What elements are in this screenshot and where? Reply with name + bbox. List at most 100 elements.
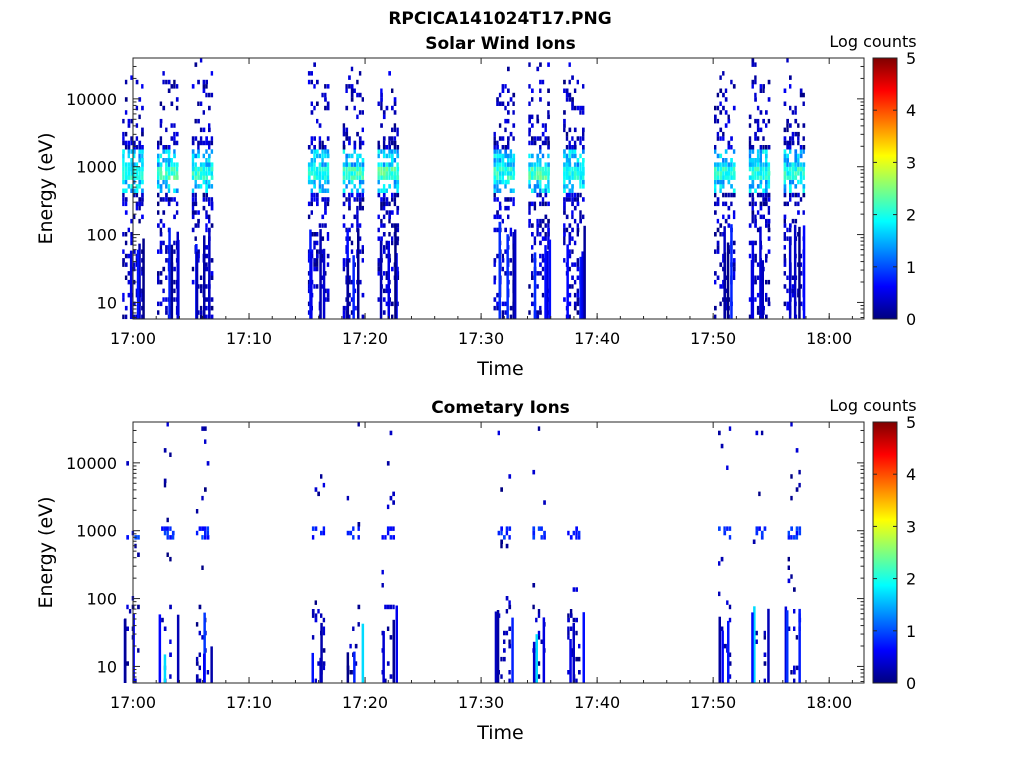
spectrogram-cell	[393, 127, 397, 133]
spectrogram-cell	[576, 197, 579, 202]
spectrogram-cell	[349, 643, 352, 649]
spectrogram-cell	[789, 149, 792, 154]
spectrogram-cell	[724, 175, 728, 180]
spectrogram-cell	[346, 530, 350, 536]
spectrogram-cell	[759, 149, 763, 154]
spectrogram-cell	[563, 227, 566, 233]
spectrogram-cell	[786, 153, 789, 159]
spectrogram-cell	[348, 171, 351, 176]
spectrogram-cell	[377, 214, 380, 220]
spectrogram-cell	[786, 201, 789, 207]
spectrogram-cell	[345, 136, 349, 141]
spectrogram-cell	[348, 136, 351, 141]
spectrogram-cell	[342, 266, 346, 272]
spectrogram-cell	[313, 153, 316, 159]
spectrogram-cell	[531, 114, 534, 120]
spectrogram-cell	[361, 175, 364, 180]
spectrogram-cell	[350, 166, 354, 172]
spectrogram-cell	[386, 604, 390, 610]
spectrogram-cell	[396, 153, 400, 159]
spectrogram-cell	[194, 166, 198, 172]
spectrogram-cell	[571, 184, 574, 189]
spectrogram-cell	[326, 253, 330, 259]
spectrogram-cell	[563, 205, 566, 211]
spectrogram-cell	[321, 258, 325, 263]
spectrogram-cell	[350, 171, 354, 176]
spectrogram-cell	[194, 162, 197, 167]
spectrogram-cell	[571, 236, 574, 241]
spectrogram-cell	[751, 184, 755, 189]
spectrogram-cell	[754, 214, 757, 220]
spectrogram-cell	[199, 58, 203, 63]
spectrogram-cell	[377, 166, 380, 172]
spectrogram-cell	[787, 626, 791, 631]
spectrogram-cell	[531, 171, 534, 176]
colorbar-tick-label: 2	[906, 570, 916, 589]
spectrogram-cell	[714, 149, 717, 154]
x-tick-label: 17:30	[458, 329, 504, 348]
spectrogram-cell	[138, 218, 141, 224]
spectrogram-cell	[799, 197, 803, 202]
spectrogram-cell	[199, 275, 203, 280]
spectrogram-cell	[205, 149, 208, 154]
spectrogram-streak	[511, 617, 514, 683]
spectrogram-cell	[201, 526, 204, 531]
spectrogram-cell	[539, 201, 542, 207]
spectrogram-cell	[350, 153, 354, 159]
spectrogram-cell	[141, 105, 144, 111]
spectrogram-cell	[536, 175, 540, 180]
spectrogram-cell	[783, 140, 787, 146]
spectrogram-cell	[141, 214, 144, 220]
spectrogram-cell	[141, 179, 144, 185]
spectrogram-cell	[396, 166, 400, 172]
spectrogram-cell	[531, 301, 534, 307]
spectrogram-cell	[573, 305, 577, 311]
spectrogram-cell	[348, 292, 351, 298]
spectrogram-cell	[563, 153, 566, 159]
spectrogram-cell	[377, 175, 380, 180]
spectrogram-cell	[197, 175, 200, 180]
spectrogram-cell	[539, 136, 542, 141]
spectrogram-cell	[565, 192, 569, 198]
spectrogram-cell	[157, 171, 160, 176]
spectrogram-cell	[385, 201, 389, 207]
spectrogram-cell	[500, 543, 503, 549]
spectrogram-cell	[512, 110, 515, 115]
spectrogram-cell	[531, 123, 534, 128]
spectrogram-cell	[794, 175, 798, 180]
spectrogram-cell	[130, 171, 133, 176]
x-tick-label: 17:40	[574, 329, 620, 348]
spectrogram-cell	[528, 162, 531, 167]
spectrogram-cell	[723, 530, 727, 536]
spectrogram-cell	[396, 205, 400, 211]
spectrogram-cell	[528, 62, 531, 67]
spectrogram-cell	[539, 175, 542, 180]
spectrogram-cell	[310, 197, 313, 202]
spectrogram-cell	[541, 266, 545, 272]
spectrogram-cell	[504, 227, 507, 233]
spectrogram-streak	[158, 614, 162, 683]
spectrogram-cell	[138, 197, 142, 202]
spectrogram-cell	[547, 184, 550, 189]
spectrogram-cell	[357, 604, 361, 610]
spectrogram-cell	[498, 201, 502, 207]
spectrogram-cell	[385, 253, 388, 259]
spectrogram-cell	[159, 184, 163, 189]
spectrogram-cell	[536, 184, 540, 189]
spectrogram-cell	[350, 88, 354, 93]
spectrogram-cell	[385, 153, 388, 159]
spectrogram-cell	[324, 223, 327, 228]
spectrogram-cell	[575, 526, 578, 531]
spectrogram-cell	[380, 105, 383, 111]
spectrogram-streak	[310, 251, 313, 319]
spectrogram-cell	[205, 266, 208, 272]
spectrogram-cell	[767, 218, 771, 224]
spectrogram-cell	[165, 79, 168, 85]
spectrogram-cell	[358, 175, 362, 180]
spectrogram-cell	[307, 171, 311, 176]
spectrogram-cell	[799, 149, 803, 154]
spectrogram-streak	[357, 228, 360, 319]
spectrogram-cell	[157, 301, 160, 307]
spectrogram-cell	[122, 162, 125, 167]
spectrogram-cell	[728, 426, 732, 431]
